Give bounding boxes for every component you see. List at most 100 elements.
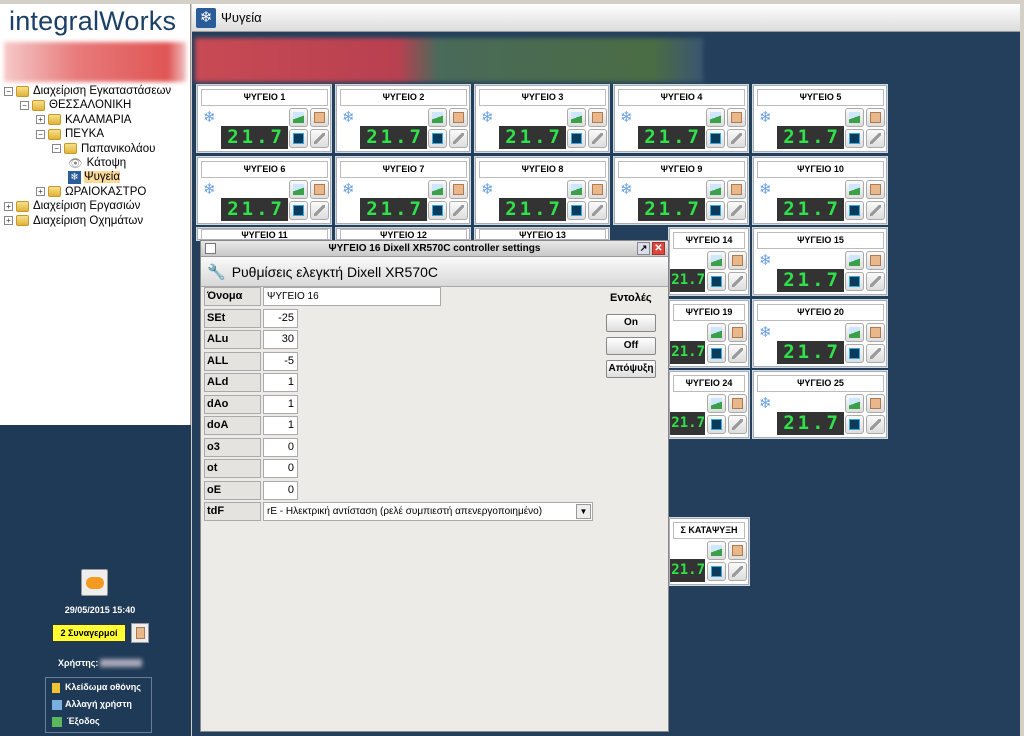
settings-button[interactable] — [727, 129, 746, 148]
lock-screen[interactable]: Κλείδωμα οθόνης — [52, 682, 141, 693]
fridge-tile[interactable]: ΨΥΓΕΙΟ 3 ❄ 21.7 — [475, 85, 609, 152]
fridge-tile[interactable]: ΨΥΓΕΙΟ 1 ❄ 21.7 — [197, 85, 331, 152]
log-button[interactable] — [866, 108, 885, 127]
fridge-tile[interactable]: ΨΥΓΕΙΟ 6 ❄ 21.7 — [197, 156, 331, 224]
log-button[interactable] — [728, 541, 747, 560]
tree-node[interactable]: + ΚΑΛΑΜΑΡΙΑ — [36, 113, 131, 127]
status-button[interactable] — [289, 200, 308, 220]
chart-button[interactable] — [567, 179, 586, 199]
chart-button[interactable] — [428, 108, 447, 127]
chart-button[interactable] — [567, 108, 586, 127]
settings-button[interactable] — [310, 129, 329, 148]
expand-icon[interactable]: + — [4, 201, 13, 211]
log-button[interactable] — [588, 179, 607, 199]
log-button[interactable] — [866, 179, 885, 199]
log-button[interactable] — [728, 322, 747, 342]
tree-node[interactable]: 👁 Κάτοψη — [68, 157, 127, 170]
chart-button[interactable] — [845, 394, 864, 413]
tdf-select[interactable]: rE - Ηλεκτρική αντίσταση (ρελέ συμπιεστή… — [263, 502, 593, 521]
fridge-tile[interactable]: ΨΥΓΕΙΟ 5 ❄ 21.7 — [753, 85, 887, 152]
settings-button[interactable] — [866, 129, 885, 148]
param-input[interactable]: -25 — [263, 308, 298, 328]
chart-button[interactable] — [845, 251, 864, 270]
settings-button[interactable] — [866, 343, 885, 363]
collapse-icon[interactable]: − — [20, 100, 29, 110]
alarms-log-button[interactable] — [131, 623, 149, 643]
status-button[interactable] — [289, 129, 308, 148]
settings-button[interactable] — [449, 200, 468, 220]
log-button[interactable] — [727, 179, 746, 199]
status-button[interactable] — [845, 343, 864, 363]
on-button[interactable]: On — [606, 314, 656, 332]
log-button[interactable] — [728, 394, 747, 413]
chart-button[interactable] — [845, 179, 864, 199]
settings-button[interactable] — [728, 415, 747, 434]
chart-button[interactable] — [428, 179, 447, 199]
expand-icon[interactable]: + — [36, 115, 45, 125]
maximize-button[interactable]: ↗ — [637, 242, 650, 255]
fridge-tile[interactable]: ΨΥΓΕΙΟ 24 21.7 — [669, 371, 749, 438]
chart-button[interactable] — [289, 179, 308, 199]
settings-button[interactable] — [866, 200, 885, 220]
name-input[interactable]: ΨΥΓΕΙΟ 16 — [263, 287, 441, 306]
param-input[interactable]: 1 — [263, 416, 298, 435]
tree-node[interactable]: ❄ Ψυγεία — [68, 170, 120, 184]
status-button[interactable] — [707, 415, 726, 434]
settings-button[interactable] — [449, 129, 468, 148]
status-button[interactable] — [707, 343, 726, 363]
chart-button[interactable] — [845, 322, 864, 342]
fridge-tile[interactable]: ΨΥΓΕΙΟ 4 ❄ 21.7 — [614, 85, 748, 152]
tree-node[interactable]: + ΩΡΑΙΟΚΑΣΤΡΟ — [36, 185, 146, 199]
tree-node[interactable]: − Διαχείριση Εγκαταστάσεων — [4, 84, 171, 98]
expand-icon[interactable]: + — [36, 187, 45, 197]
status-button[interactable] — [845, 129, 864, 148]
fridge-tile[interactable]: ΨΥΓΕΙΟ 8 ❄ 21.7 — [475, 156, 609, 224]
status-button[interactable] — [707, 272, 726, 291]
settings-button[interactable] — [310, 200, 329, 220]
settings-button[interactable] — [728, 562, 747, 581]
settings-button[interactable] — [588, 129, 607, 148]
log-button[interactable] — [449, 108, 468, 127]
dialog-titlebar[interactable]: ΨΥΓΕΙΟ 16 Dixell XR570C controller setti… — [201, 241, 668, 257]
param-input[interactable]: 1 — [263, 394, 298, 414]
param-input[interactable]: 1 — [263, 373, 298, 392]
status-button[interactable] — [706, 129, 725, 148]
fridge-tile[interactable]: ΨΥΓΕΙΟ 12 — [336, 228, 470, 240]
close-button[interactable]: ✕ — [652, 242, 665, 255]
tree-node[interactable]: − Παπανικολάου — [52, 142, 155, 156]
chart-button[interactable] — [707, 394, 726, 413]
expand-icon[interactable]: + — [4, 216, 13, 226]
chart-button[interactable] — [707, 251, 726, 270]
status-button[interactable] — [845, 415, 864, 434]
log-button[interactable] — [866, 322, 885, 342]
fridge-tile[interactable]: ΨΥΓΕΙΟ 20 ❄ 21.7 — [753, 299, 887, 367]
fridge-tile[interactable]: Σ ΚΑΤΑΨΥΞΗ 21.7 — [669, 518, 749, 585]
log-button[interactable] — [866, 394, 885, 413]
chart-button[interactable] — [707, 541, 726, 560]
settings-button[interactable] — [866, 415, 885, 434]
alarms-button[interactable]: 2 Συναγερμοί — [52, 624, 126, 642]
status-button[interactable] — [428, 129, 447, 148]
status-button[interactable] — [567, 129, 586, 148]
fridge-tile[interactable]: ΨΥΓΕΙΟ 19 21.7 — [669, 299, 749, 367]
settings-button[interactable] — [866, 272, 885, 291]
status-button[interactable] — [706, 200, 725, 220]
status-button[interactable] — [845, 200, 864, 220]
collapse-icon[interactable]: − — [52, 144, 61, 154]
settings-button[interactable] — [728, 343, 747, 363]
log-button[interactable] — [449, 179, 468, 199]
fridge-tile[interactable]: ΨΥΓΕΙΟ 11 — [197, 228, 331, 240]
log-button[interactable] — [310, 108, 329, 127]
status-button[interactable] — [707, 562, 726, 581]
fridge-tile[interactable]: ΨΥΓΕΙΟ 25 ❄ 21.7 — [753, 371, 887, 438]
fridge-tile[interactable]: ΨΥΓΕΙΟ 10 ❄ 21.7 — [753, 156, 887, 224]
fridge-tile[interactable]: ΨΥΓΕΙΟ 15 ❄ 21.7 — [753, 228, 887, 295]
window-menu-checkbox[interactable] — [205, 243, 216, 254]
log-button[interactable] — [728, 251, 747, 270]
log-button[interactable] — [310, 179, 329, 199]
settings-button[interactable] — [588, 200, 607, 220]
fridge-tile[interactable]: ΨΥΓΕΙΟ 14 21.7 — [669, 228, 749, 295]
status-button[interactable] — [428, 200, 447, 220]
fridge-tile[interactable]: ΨΥΓΕΙΟ 7 ❄ 21.7 — [336, 156, 470, 224]
status-button[interactable] — [845, 272, 864, 291]
